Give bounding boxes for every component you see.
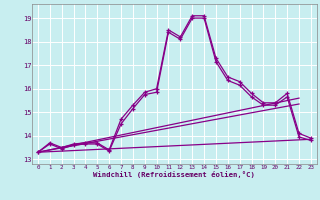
X-axis label: Windchill (Refroidissement éolien,°C): Windchill (Refroidissement éolien,°C) — [93, 171, 255, 178]
